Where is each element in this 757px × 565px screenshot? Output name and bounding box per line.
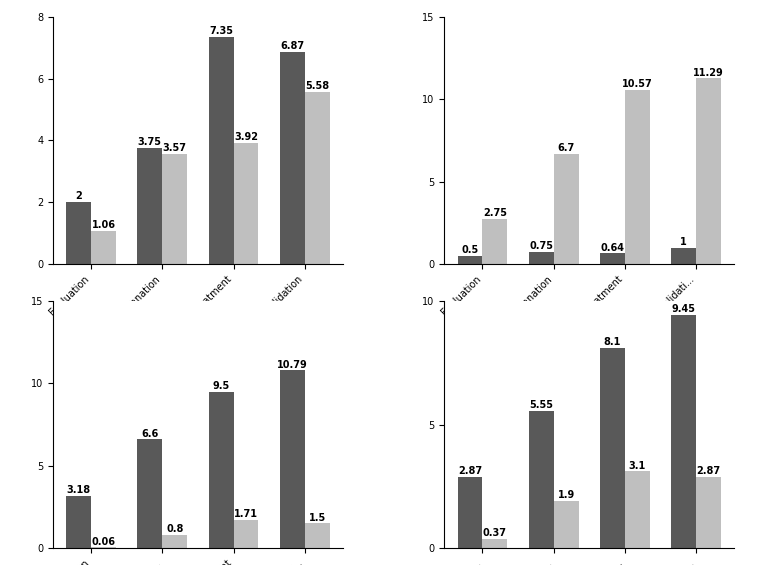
Bar	[138, 148, 162, 264]
Bar	[696, 78, 721, 264]
Bar	[209, 392, 234, 548]
Text: 0.06: 0.06	[92, 537, 116, 546]
Text: 1.5: 1.5	[309, 513, 326, 523]
Text: 3.57: 3.57	[163, 143, 187, 153]
Text: 0.37: 0.37	[483, 528, 507, 538]
Bar	[209, 37, 234, 264]
Legend: Stimulus
occurrence: Stimulus occurrence	[255, 368, 342, 399]
Bar	[696, 477, 721, 548]
Text: 8.1: 8.1	[604, 337, 621, 347]
Text: 3.18: 3.18	[67, 485, 91, 495]
Bar	[482, 539, 507, 548]
Bar	[529, 411, 553, 548]
Text: 5.58: 5.58	[305, 81, 329, 91]
Text: 5.55: 5.55	[529, 400, 553, 410]
Text: 6.7: 6.7	[558, 143, 575, 153]
Bar	[280, 371, 305, 548]
Bar	[280, 52, 305, 264]
Text: 11.29: 11.29	[693, 68, 724, 77]
Text: 6.6: 6.6	[142, 429, 158, 439]
Text: 6.87: 6.87	[280, 41, 304, 51]
Text: 0.5: 0.5	[462, 245, 478, 255]
Bar	[671, 247, 696, 264]
Bar	[600, 254, 625, 264]
Text: 2.87: 2.87	[696, 467, 721, 476]
Text: 1: 1	[681, 237, 687, 247]
Text: 1.06: 1.06	[92, 220, 116, 231]
Text: 3.1: 3.1	[629, 460, 646, 471]
Bar	[553, 501, 578, 548]
Bar	[625, 471, 650, 548]
Text: 10.79: 10.79	[277, 360, 307, 370]
Text: 9.45: 9.45	[671, 304, 696, 314]
Bar	[600, 348, 625, 548]
Bar	[671, 315, 696, 548]
Text: 2: 2	[75, 192, 82, 201]
Bar	[234, 520, 258, 548]
Bar	[305, 92, 330, 264]
Bar	[457, 477, 482, 548]
Text: 2.75: 2.75	[483, 208, 507, 218]
Text: 9.5: 9.5	[213, 381, 229, 391]
Bar	[138, 440, 162, 548]
Text: 1.9: 1.9	[558, 490, 575, 501]
Text: 0.75: 0.75	[529, 241, 553, 251]
Bar	[66, 202, 91, 264]
Text: 10.57: 10.57	[622, 80, 653, 89]
Bar	[553, 154, 578, 264]
Text: 1.71: 1.71	[234, 510, 258, 519]
Bar	[482, 219, 507, 264]
Bar	[305, 523, 330, 548]
Bar	[91, 231, 116, 264]
Text: 0.64: 0.64	[600, 243, 625, 253]
Legend: General context, Specific context: General context, Specific context	[473, 393, 706, 411]
Text: 0.8: 0.8	[166, 524, 183, 534]
Text: 2.87: 2.87	[458, 467, 482, 476]
Bar	[529, 251, 553, 264]
Text: 3.92: 3.92	[234, 132, 258, 142]
Bar	[162, 535, 187, 548]
Bar	[625, 90, 650, 264]
Text: 7.35: 7.35	[209, 26, 233, 36]
Bar	[91, 547, 116, 548]
Bar	[162, 154, 187, 264]
Bar	[234, 143, 258, 264]
Bar	[66, 496, 91, 548]
Bar	[457, 256, 482, 264]
Text: 3.75: 3.75	[138, 137, 162, 147]
